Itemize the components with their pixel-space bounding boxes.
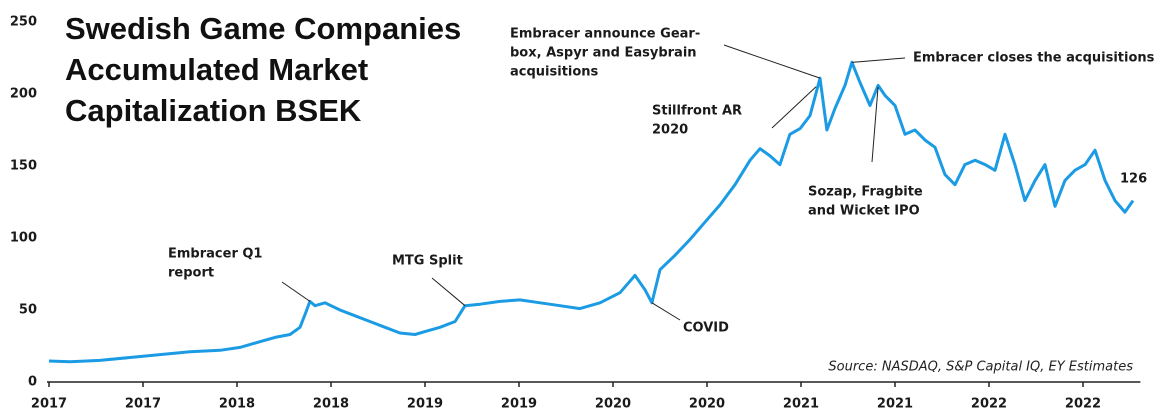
leader-line xyxy=(871,86,879,163)
leader-line xyxy=(281,281,311,302)
series-line xyxy=(48,60,1135,364)
chart-title: Accumulated Market xyxy=(65,52,368,87)
leader-line xyxy=(851,57,906,63)
x-tick-label: 2020 xyxy=(595,397,631,411)
annotation: Sozap, Fragbite xyxy=(808,185,923,200)
annotation: and Wicket IPO xyxy=(808,204,920,219)
annotation: 126 xyxy=(1120,172,1147,187)
y-tick-label: 250 xyxy=(10,15,37,30)
source-note: Source: NASDAQ, S&P Capital IQ, EY Estim… xyxy=(828,360,1133,375)
y-tick-label: 100 xyxy=(10,231,37,246)
annotation: MTG Split xyxy=(392,254,463,269)
annotation: report xyxy=(168,266,214,281)
leader-line xyxy=(771,86,817,129)
x-tick-label: 2017 xyxy=(125,397,161,411)
chart-title: Capitalization BSEK xyxy=(65,93,362,128)
x-tick-label: 2022 xyxy=(971,397,1007,411)
annotation: Embracer closes the acquisitions xyxy=(913,51,1155,66)
x-tick-label: 2018 xyxy=(219,397,255,411)
leader-line xyxy=(431,277,466,307)
annotation: Embracer Q1 xyxy=(168,247,262,262)
x-tick-label: 2020 xyxy=(689,397,725,411)
annotation: acquisitions xyxy=(510,65,599,80)
y-tick-label: 200 xyxy=(10,87,37,102)
x-tick-label: 2021 xyxy=(783,397,819,411)
leader-line xyxy=(651,302,681,321)
x-tick-label: 2021 xyxy=(877,397,913,411)
leader-line xyxy=(723,44,821,79)
x-tick-label: 2022 xyxy=(1065,397,1101,411)
annotation: box, Aspyr and Easybrain xyxy=(510,46,697,61)
y-tick-label: 0 xyxy=(28,375,37,390)
x-tick-label: 2017 xyxy=(31,397,67,411)
y-tick-label: 150 xyxy=(10,159,37,174)
annotation: COVID xyxy=(683,321,729,336)
annotation: Embracer announce Gear- xyxy=(510,27,700,42)
chart-title: Swedish Game Companies xyxy=(65,11,461,46)
x-tick-label: 2019 xyxy=(407,397,443,411)
x-tick-label: 2018 xyxy=(313,397,349,411)
annotation: Stillfront AR xyxy=(652,104,742,119)
annotation: 2020 xyxy=(652,123,688,138)
x-tick-label: 2019 xyxy=(501,397,537,411)
y-tick-label: 50 xyxy=(19,303,37,318)
